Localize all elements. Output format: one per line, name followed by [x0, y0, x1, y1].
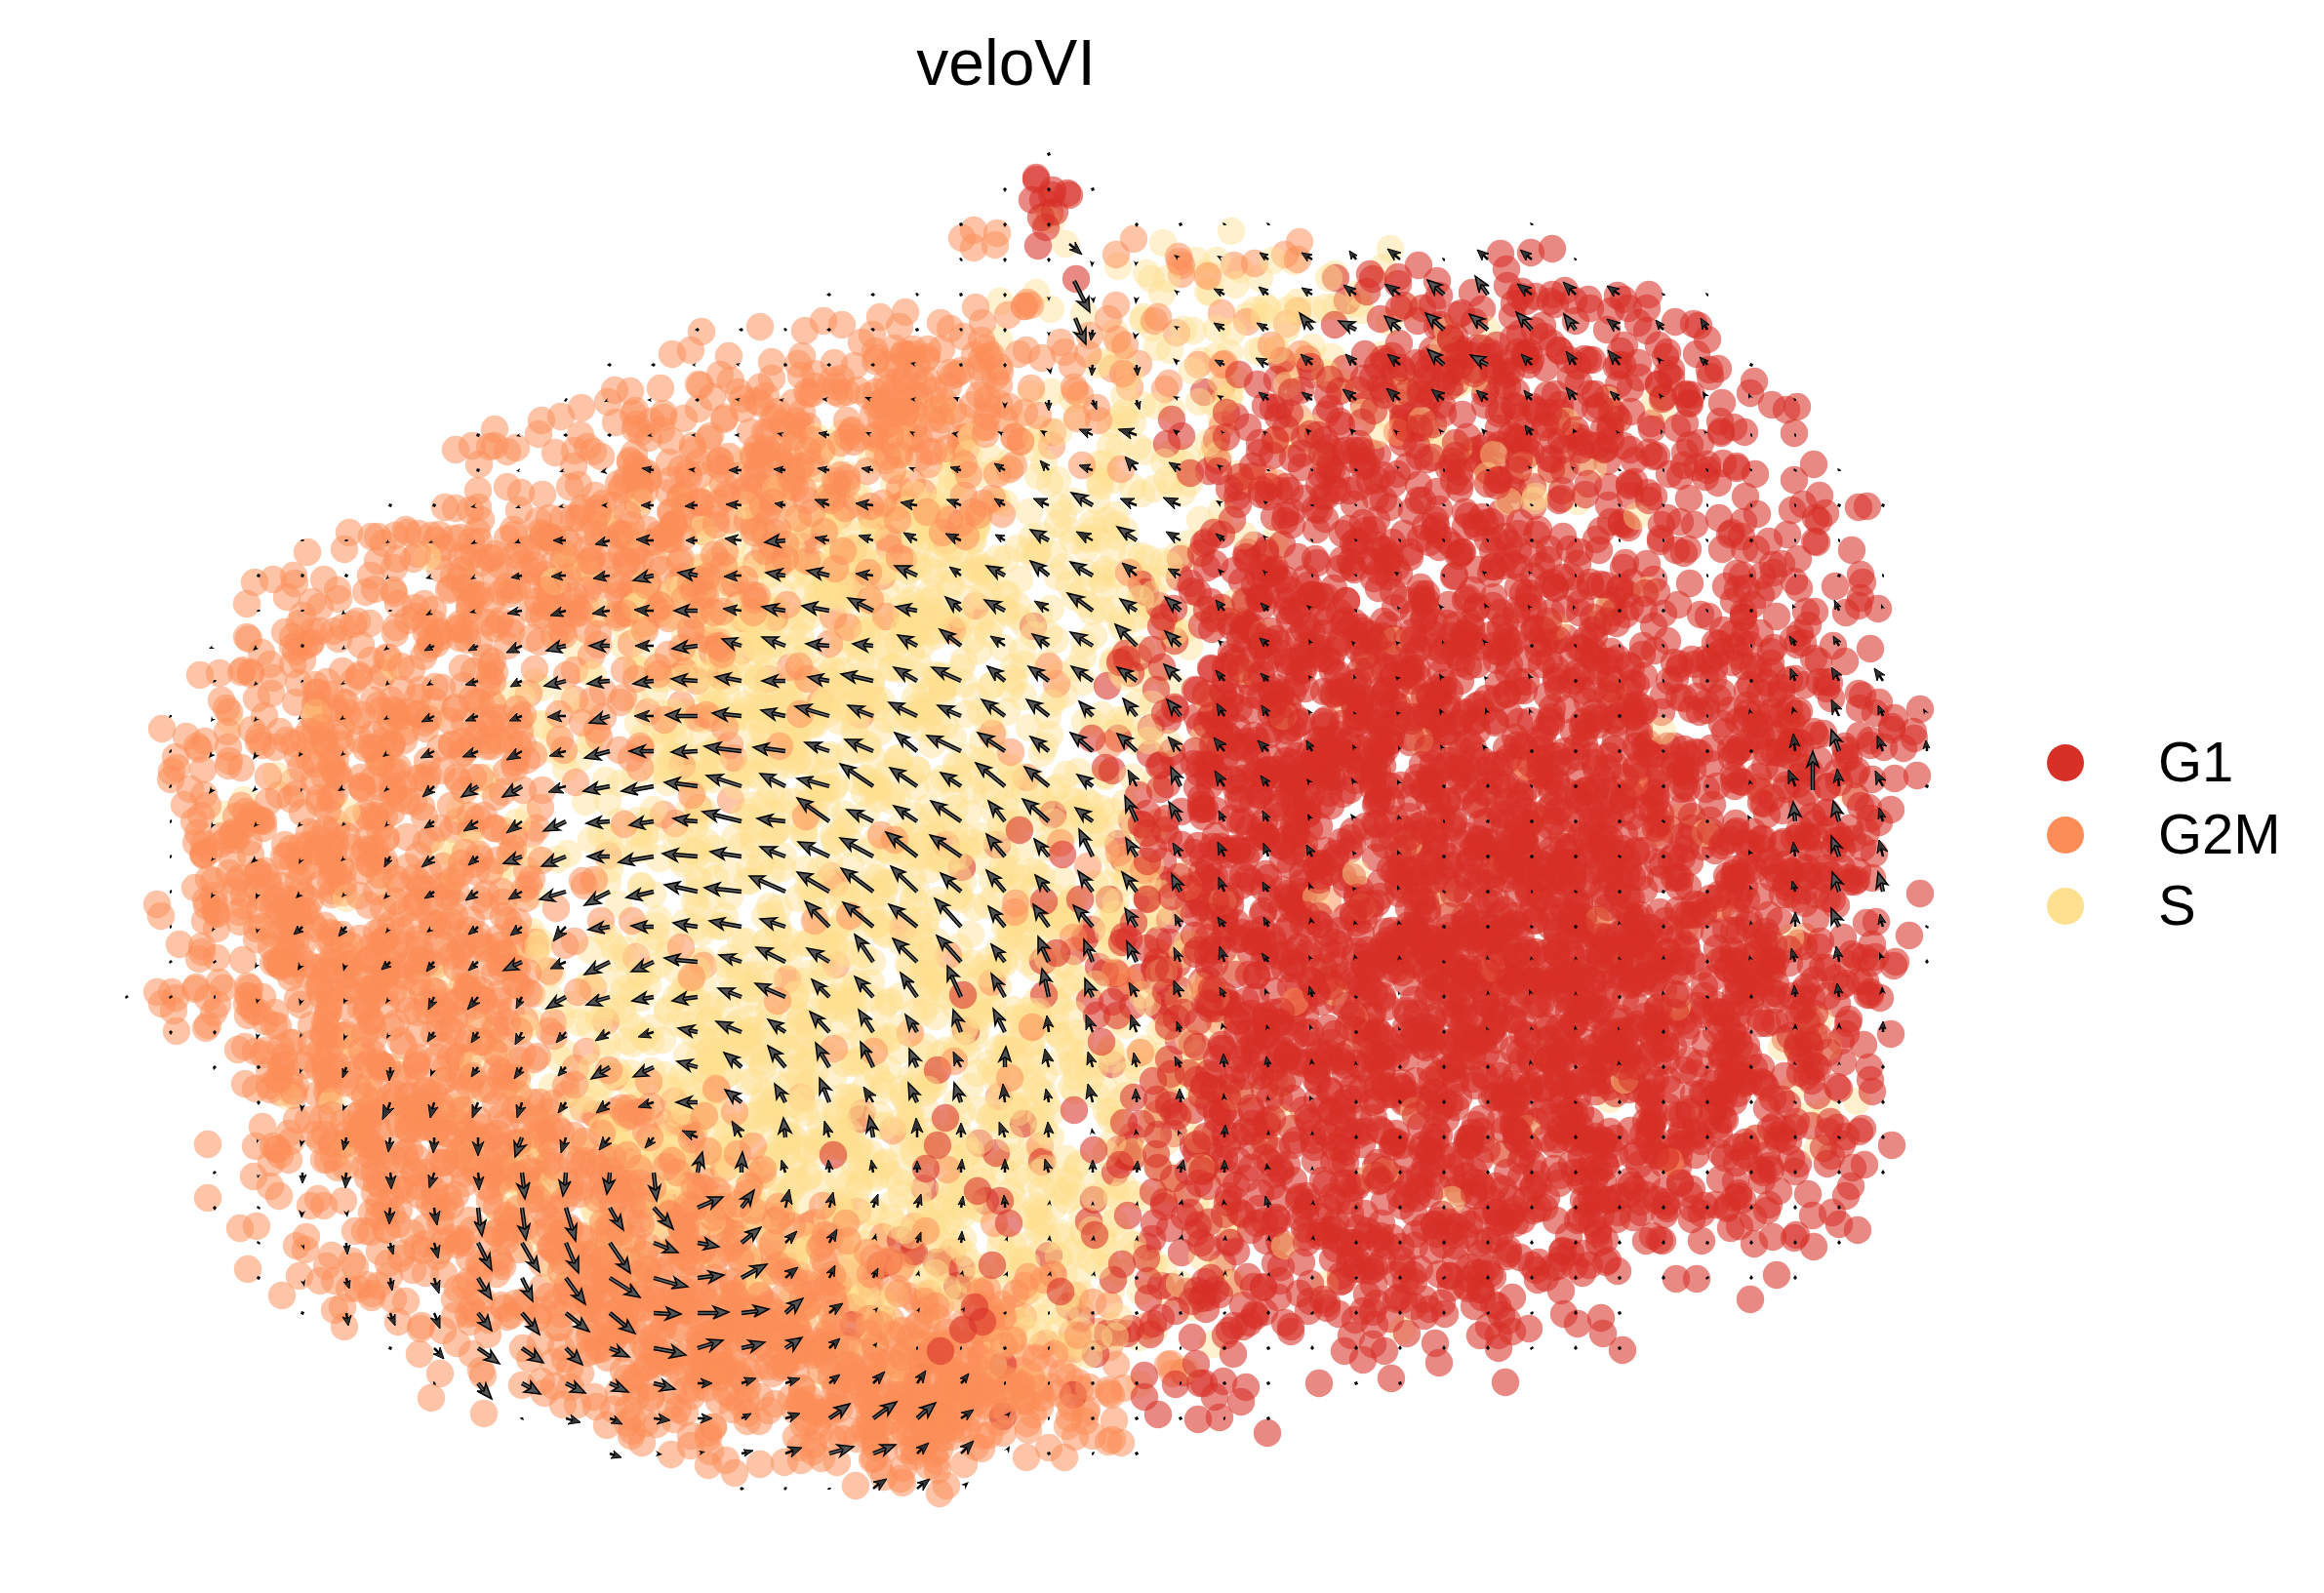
- svg-text:G2M: G2M: [2158, 802, 2281, 865]
- svg-text:S: S: [2158, 873, 2196, 936]
- svg-text:G1: G1: [2158, 730, 2233, 793]
- svg-text:veloVI: veloVI: [916, 26, 1095, 99]
